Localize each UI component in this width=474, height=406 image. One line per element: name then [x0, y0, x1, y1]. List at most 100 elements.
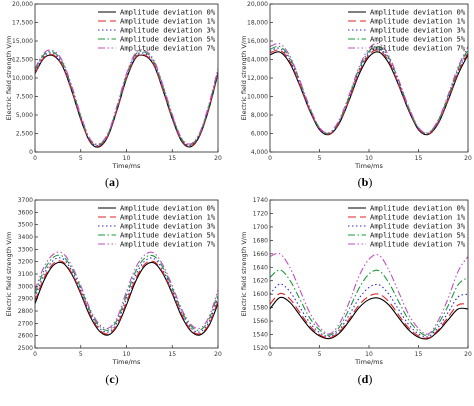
y-tick-label: 1520 [253, 345, 268, 352]
y-tick-label: 2700 [18, 320, 33, 327]
y-tick-label: 2500 [18, 345, 33, 352]
y-tick-label: 7,500 [16, 94, 33, 101]
x-tick-label: 20 [464, 351, 472, 358]
y-axis-label: Electric field strength V/m [240, 232, 248, 317]
series-line-0 [35, 261, 218, 336]
y-tick-label: 15,000 [12, 38, 33, 45]
series-line-1 [35, 260, 218, 335]
y-tick-label: 10,000 [247, 94, 268, 101]
x-tick-label: 0 [268, 155, 272, 162]
series-lines [35, 49, 218, 148]
y-tick-label: 1660 [253, 251, 268, 258]
series-line-2 [270, 283, 468, 338]
x-tick-label: 5 [318, 155, 322, 162]
series-line-1 [270, 292, 468, 339]
legend-entry: Amplitude deviation 0% [120, 204, 216, 213]
x-tick-label: 5 [318, 351, 322, 358]
series-line-0 [270, 296, 468, 340]
legend-entry: Amplitude deviation 3% [370, 222, 466, 231]
y-tick-label: 3600 [18, 209, 33, 216]
x-axis-label: Time/ms [112, 162, 141, 170]
y-tick-label: 6,000 [251, 131, 268, 138]
series-line-0 [270, 51, 468, 136]
x-axis-label: Time/ms [354, 162, 383, 170]
y-tick-label: 2,500 [16, 131, 33, 138]
y-tick-label: 8,000 [251, 112, 268, 119]
legend: Amplitude deviation 0%Amplitude deviatio… [98, 204, 216, 249]
panel-caption: (d) [358, 372, 373, 386]
y-tick-label: 16,000 [247, 38, 268, 45]
legend-entry: Amplitude deviation 5% [120, 231, 216, 240]
legend-entry: Amplitude deviation 3% [120, 26, 216, 35]
x-tick-label: 0 [33, 351, 37, 358]
x-tick-label: 15 [415, 351, 423, 358]
y-axis-label: Electric field strength V/m [240, 36, 248, 121]
y-tick-label: 2900 [18, 296, 33, 303]
legend-entry: Amplitude deviation 7% [120, 44, 216, 53]
x-tick-label: 0 [268, 351, 272, 358]
legend-entry: Amplitude deviation 1% [370, 213, 466, 222]
y-tick-label: 2800 [18, 308, 33, 315]
series-line-3 [270, 269, 468, 337]
y-tick-label: 17,500 [12, 20, 33, 27]
y-tick-label: 3200 [18, 259, 33, 266]
series-line-3 [35, 50, 218, 146]
y-tick-label: 18,000 [247, 20, 268, 27]
legend-entry: Amplitude deviation 0% [370, 204, 466, 213]
x-tick-label: 0 [33, 155, 37, 162]
legend-entry: Amplitude deviation 1% [370, 17, 466, 26]
x-tick-label: 10 [365, 351, 373, 358]
y-tick-label: 5,000 [16, 112, 33, 119]
legend-entry: Amplitude deviation 1% [120, 213, 216, 222]
y-tick-label: 3500 [18, 222, 33, 229]
panel-caption: (c) [105, 372, 118, 386]
y-tick-label: 1620 [253, 278, 268, 285]
y-tick-label: 1720 [253, 210, 268, 217]
y-axis-label: Electric field strength V/m [5, 232, 13, 317]
series-lines [270, 252, 468, 340]
legend: Amplitude deviation 0%Amplitude deviatio… [348, 8, 466, 53]
series-line-4 [270, 42, 468, 134]
x-tick-label: 15 [168, 351, 176, 358]
x-tick-label: 20 [214, 155, 222, 162]
y-tick-label: 3100 [18, 271, 33, 278]
y-tick-label: 1600 [253, 291, 268, 298]
series-lines [35, 251, 218, 336]
x-tick-label: 5 [79, 155, 83, 162]
y-tick-label: 12,000 [247, 75, 268, 82]
legend-entry: Amplitude deviation 3% [370, 26, 466, 35]
x-axis-label: Time/ms [354, 358, 383, 366]
x-tick-label: 10 [365, 155, 373, 162]
legend: Amplitude deviation 0%Amplitude deviatio… [348, 204, 466, 249]
y-tick-label: 20,000 [12, 1, 33, 8]
legend-entry: Amplitude deviation 7% [370, 240, 466, 249]
legend-entry: Amplitude deviation 0% [120, 8, 216, 17]
y-tick-label: 1740 [253, 197, 268, 204]
series-line-3 [35, 254, 218, 331]
legend-entry: Amplitude deviation 1% [120, 17, 216, 26]
y-tick-label: 3300 [18, 246, 33, 253]
y-tick-label: 1560 [253, 318, 268, 325]
legend-entry: Amplitude deviation 0% [370, 8, 466, 17]
y-tick-label: 0 [29, 149, 33, 156]
legend-entry: Amplitude deviation 5% [370, 35, 466, 44]
x-tick-label: 15 [415, 155, 423, 162]
y-tick-label: 1640 [253, 264, 268, 271]
y-tick-label: 2600 [18, 333, 33, 340]
panel-d: 0 5 10 15 2015201540156015801600162016401660… [240, 197, 472, 386]
panel-b: 0 5 10 15 20 4,000 6,000 8,000 10,000 12,000 14,00… [240, 1, 472, 189]
y-tick-label: 12,500 [12, 57, 33, 64]
series-line-4 [35, 49, 218, 145]
series-line-0 [35, 54, 218, 148]
series-line-2 [35, 52, 218, 147]
x-tick-label: 20 [214, 351, 222, 358]
y-tick-label: 10,000 [12, 75, 33, 82]
x-tick-label: 15 [168, 155, 176, 162]
y-tick-label: 20,000 [247, 1, 268, 8]
series-line-2 [270, 47, 468, 135]
panel-c: 0 5 10 15 20 2500 2600 2700 2800 2900 3000 3100 3200… [5, 197, 222, 386]
y-tick-label: 1580 [253, 305, 268, 312]
y-tick-label: 3000 [18, 283, 33, 290]
x-tick-label: 10 [123, 351, 131, 358]
